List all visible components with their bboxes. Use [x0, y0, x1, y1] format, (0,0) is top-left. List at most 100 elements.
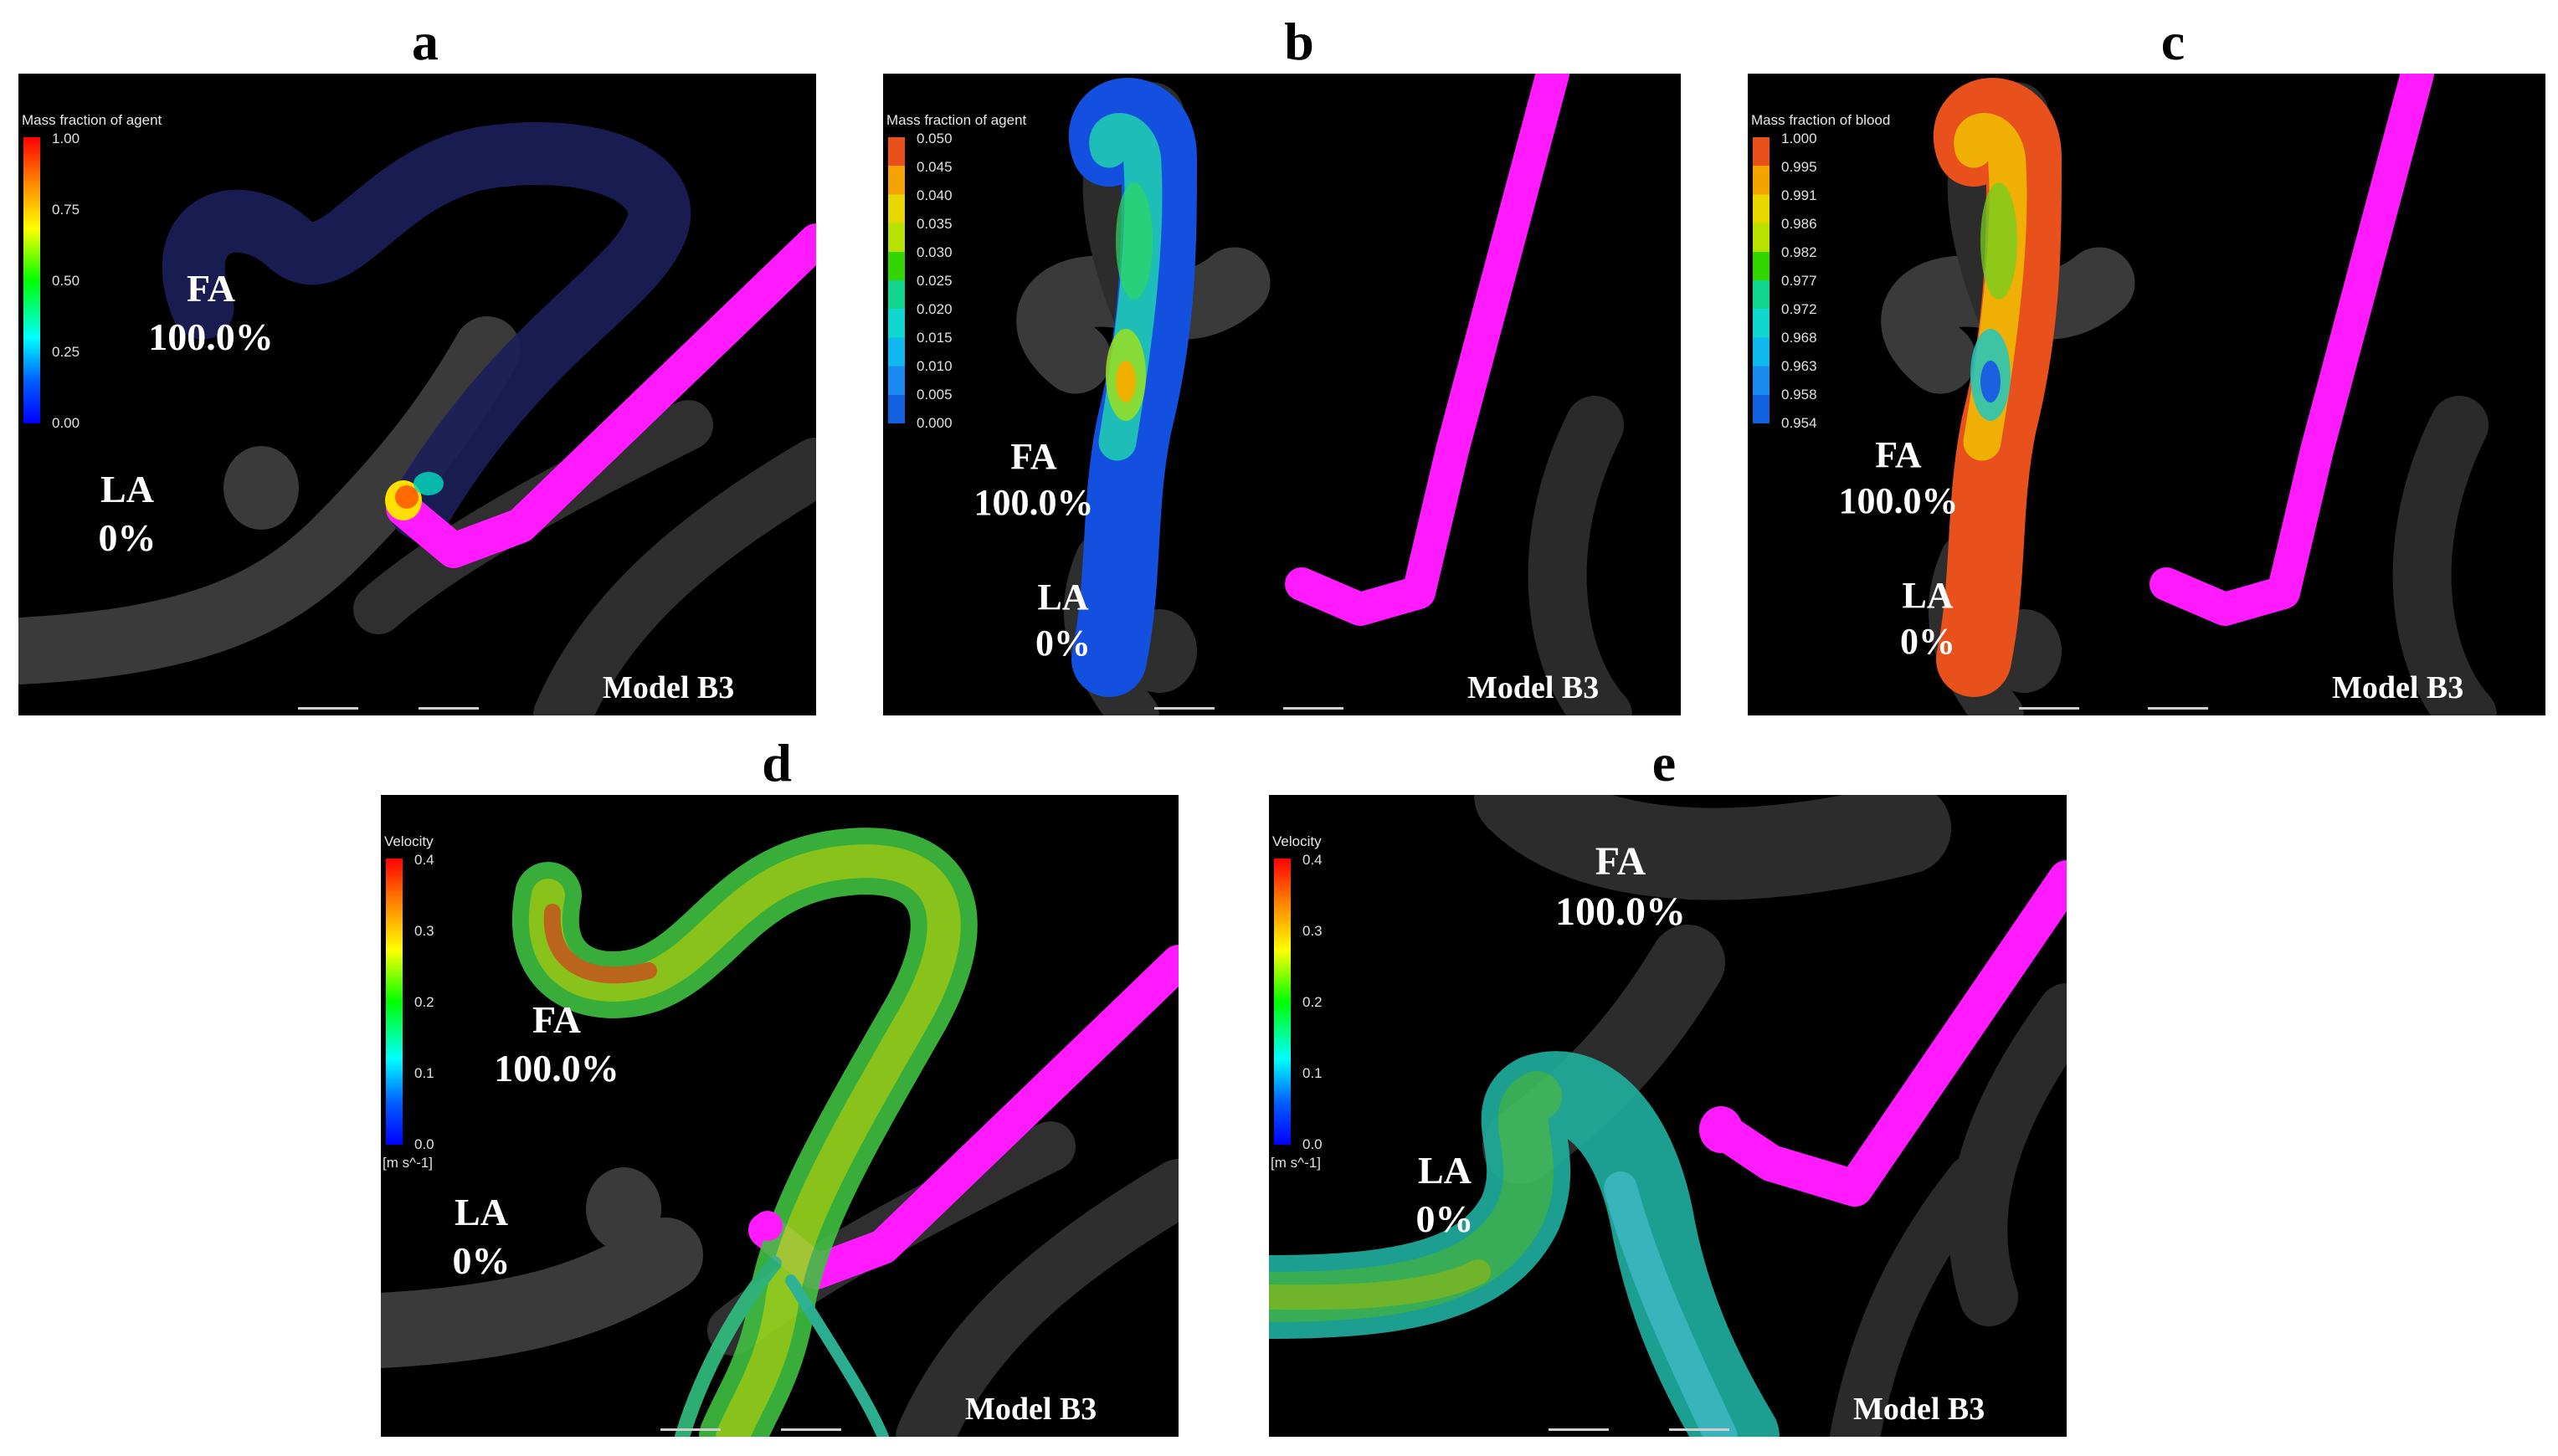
- scale-bar: [1669, 1428, 1729, 1431]
- colorbar-tick: 0.035: [917, 216, 953, 232]
- la-label: LA 0%: [52, 465, 203, 561]
- colorbar-tick: 0.00: [52, 415, 80, 431]
- fa-name: FA: [1595, 839, 1646, 884]
- colorbar-tick: 0.3: [1302, 923, 1323, 939]
- scale-bar: [1154, 707, 1215, 710]
- panel-c: Mass fraction of blood 1.000 0.995 0.991…: [1748, 74, 2545, 715]
- colorbar-tick: 0.0: [1302, 1136, 1323, 1152]
- panel-letter-c: c: [2160, 12, 2186, 71]
- la-label: LA 0%: [1378, 1146, 1512, 1243]
- colorbar-tick: 0.972: [1781, 301, 1817, 317]
- la-value: 0%: [452, 1238, 511, 1282]
- panel-e: Velocity 0.4 0.3 0.2 0.1 0.0 [m s^-1] FA…: [1269, 795, 2067, 1437]
- colorbar-tick: 0.991: [1781, 187, 1817, 203]
- colorbar-tick: 0.000: [917, 415, 953, 431]
- fa-label: FA 100.0%: [1815, 432, 1982, 524]
- la-value: 0%: [1035, 623, 1091, 664]
- colorbar-tick: 0.025: [917, 273, 953, 289]
- colorbar-tick: 0.968: [1781, 330, 1817, 346]
- la-name: LA: [1037, 577, 1089, 618]
- colorbar-tick: 0.954: [1781, 415, 1817, 431]
- fa-label: FA 100.0%: [456, 996, 657, 1092]
- colorbar-tick: 0.015: [917, 330, 953, 346]
- colorbar-tick: 0.982: [1781, 244, 1817, 260]
- fa-value: 100.0%: [148, 315, 274, 358]
- scale-bar: [298, 707, 358, 710]
- la-value: 0%: [98, 515, 157, 559]
- colorbar-tick: 0.030: [917, 244, 953, 260]
- la-name: LA: [455, 1191, 508, 1233]
- colorbar: [1274, 859, 1291, 1145]
- colorbar-tick: 0.50: [52, 273, 80, 289]
- colorbar-unit: [m s^-1]: [1271, 1155, 1321, 1171]
- model-label: Model B3: [1467, 670, 1600, 705]
- scale-bar: [1549, 1428, 1609, 1431]
- colorbar-title: Mass fraction of agent: [22, 112, 162, 128]
- model-label: Model B3: [603, 670, 735, 705]
- colorbar-tick: 0.0: [414, 1136, 434, 1152]
- colorbar-tick: 0.050: [917, 131, 953, 146]
- colorbar-tick: 0.020: [917, 301, 953, 317]
- colorbar-title: Velocity: [384, 833, 434, 849]
- fa-value: 100.0%: [494, 1046, 619, 1089]
- colorbar-tick: 0.1: [1302, 1065, 1323, 1081]
- colorbar-tick: 0.977: [1781, 273, 1817, 289]
- panel-letter-b: b: [1284, 12, 1314, 71]
- colorbar-tick: 0.995: [1781, 159, 1817, 175]
- colorbar-tick: 1.000: [1781, 131, 1817, 146]
- fa-label: FA 100.0%: [119, 264, 303, 361]
- la-name: LA: [1902, 575, 1954, 616]
- colorbar-tick: 0.958: [1781, 387, 1817, 402]
- colorbar-tick: 0.4: [1302, 852, 1323, 868]
- scale-bar: [660, 1428, 721, 1431]
- colorbar-tick: 0.2: [1302, 994, 1323, 1010]
- fa-value: 100.0%: [973, 482, 1094, 523]
- fa-name: FA: [1875, 434, 1922, 475]
- colorbar: [1753, 137, 1770, 423]
- colorbar-tick: 0.1: [414, 1065, 434, 1081]
- panel-d: Velocity 0.4 0.3 0.2 0.1 0.0 [m s^-1] FA…: [381, 795, 1179, 1437]
- colorbar-title: Mass fraction of blood: [1751, 112, 1891, 128]
- panel-letter-e: e: [1651, 733, 1677, 792]
- model-label: Model B3: [2332, 670, 2464, 705]
- colorbar: [386, 859, 403, 1145]
- fa-name: FA: [1010, 436, 1057, 477]
- colorbar-tick: 0.4: [414, 852, 434, 868]
- la-name: LA: [100, 468, 154, 510]
- panel-letter-d: d: [762, 733, 792, 792]
- streamline-render-e: [1269, 795, 2067, 1437]
- colorbar-tick: 0.75: [52, 202, 80, 218]
- fa-label: FA 100.0%: [1520, 837, 1721, 937]
- colorbar-tick: 0.040: [917, 187, 953, 203]
- colorbar-title: Mass fraction of agent: [886, 112, 1027, 128]
- la-value: 0%: [1900, 621, 1955, 662]
- fa-name: FA: [532, 998, 581, 1041]
- colorbar-tick: 0.045: [917, 159, 953, 175]
- la-value: 0%: [1415, 1197, 1474, 1240]
- model-label: Model B3: [965, 1392, 1097, 1427]
- streamline-render-d: [381, 828, 1179, 1437]
- panel-a: Mass fraction of agent 1.00 0.75 0.50 0.…: [18, 74, 816, 715]
- vessel-render-c: [1881, 74, 2497, 715]
- model-label: Model B3: [1853, 1392, 1985, 1427]
- scale-bar: [1283, 707, 1343, 710]
- la-label: LA 0%: [1865, 572, 1990, 664]
- scale-bar: [2019, 707, 2079, 710]
- colorbar-tick: 0.986: [1781, 216, 1817, 232]
- colorbar: [23, 137, 40, 423]
- colorbar-title: Velocity: [1272, 833, 1322, 849]
- la-label: LA 0%: [406, 1188, 557, 1284]
- panel-letter-a: a: [412, 12, 439, 71]
- fa-value: 100.0%: [1555, 889, 1686, 934]
- vessel-render-b: [1016, 74, 1632, 715]
- colorbar-tick: 1.00: [52, 131, 80, 146]
- la-name: LA: [1418, 1149, 1472, 1192]
- scale-bar: [2148, 707, 2208, 710]
- colorbar-tick: 0.005: [917, 387, 953, 402]
- colorbar-tick: 0.3: [414, 923, 434, 939]
- la-label: LA 0%: [1000, 574, 1126, 666]
- scale-bar: [781, 1428, 841, 1431]
- colorbar-tick: 0.963: [1781, 358, 1817, 374]
- fa-value: 100.0%: [1838, 480, 1959, 521]
- colorbar-tick: 0.2: [414, 994, 434, 1010]
